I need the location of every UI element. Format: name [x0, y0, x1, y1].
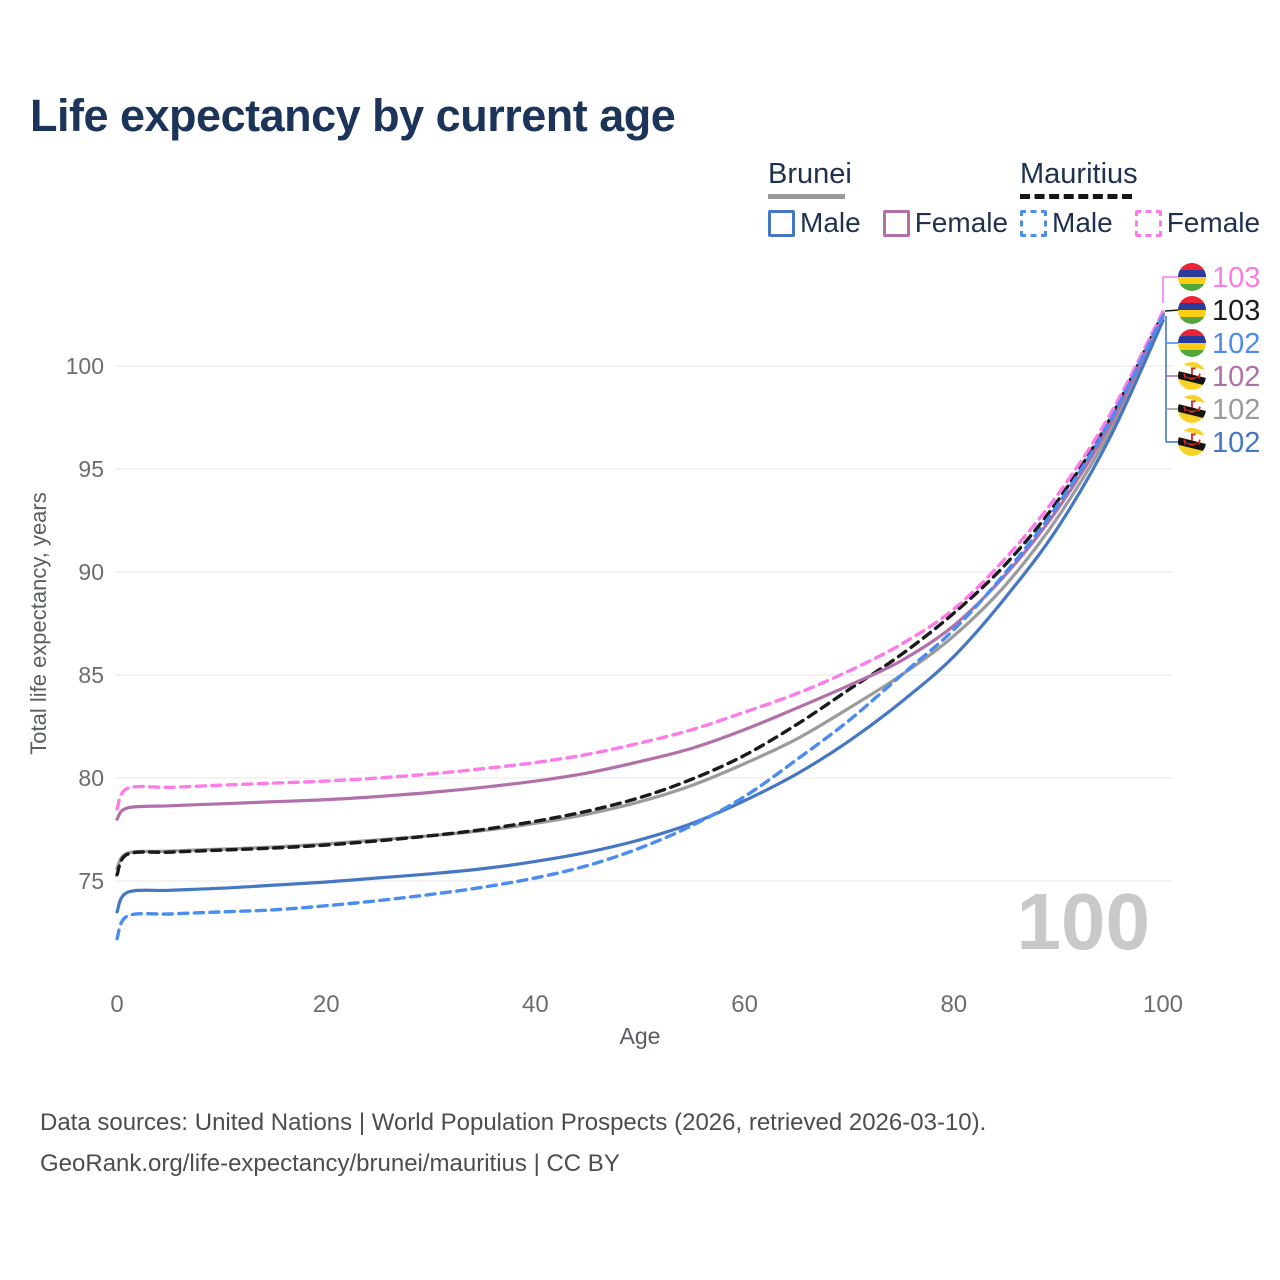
x-tick-label: 100 [1143, 991, 1183, 1018]
legend-item-label: Female [914, 207, 1009, 238]
legend-item-brunei-female: Female [882, 207, 1009, 239]
legend-brunei-label: Brunei [768, 158, 852, 190]
series-line-mauritius-female [115, 309, 1165, 811]
x-tick-label: 80 [940, 991, 967, 1018]
legend: Brunei Male Female Mauritius Male Female [0, 158, 1280, 248]
end-label-mauritius-male: 102 [1212, 328, 1260, 360]
y-axis-title: Total life expectancy, years [26, 492, 51, 755]
leader-line [1164, 309, 1181, 312]
brunei-flag-icon [1178, 362, 1206, 390]
x-tick-label: 0 [110, 991, 123, 1018]
brunei-male-swatch-icon [768, 209, 795, 237]
y-tick-label: 80 [78, 765, 104, 791]
source-url-link[interactable]: GeoRank.org/life-expectancy/brunei/mauri… [40, 1150, 620, 1177]
legend-item-label: Male [800, 207, 861, 238]
series-line-brunei-female [115, 315, 1165, 821]
brunei-solid-line-sample [768, 194, 845, 199]
end-label-mauritius-both-sexes: 103 [1212, 295, 1260, 327]
data-sources-text: Data sources: United Nations | World Pop… [40, 1109, 987, 1136]
page-title: Life expectancy by current age [30, 90, 676, 141]
y-tick-label: 90 [78, 559, 104, 585]
series-line-brunei-male [115, 319, 1165, 914]
end-label-brunei-male: 102 [1212, 427, 1260, 459]
y-tick-label: 95 [78, 456, 104, 482]
gridlines: 75 80 85 90 95 100 [66, 353, 1172, 894]
leader-line [1162, 276, 1180, 303]
x-tick-label: 40 [522, 991, 549, 1018]
y-tick-label: 100 [66, 353, 104, 379]
legend-item-label: Male [1052, 207, 1113, 238]
x-axis: 0 20 40 60 80 100 Age [110, 991, 1183, 1049]
series-line-brunei-both-sexes [115, 317, 1165, 871]
series-line-mauritius-male [115, 313, 1165, 941]
series-line-mauritius-both-sexes [115, 311, 1165, 877]
end-label-brunei-both-sexes: 102 [1212, 394, 1260, 426]
legend-item-mauritius-female: Female [1134, 207, 1261, 239]
leader-lines [1162, 276, 1181, 443]
mauritius-dashed-line-sample [1020, 194, 1132, 199]
mauritius-flag-icon [1178, 263, 1206, 291]
end-label-mauritius-female: 103 [1212, 262, 1260, 294]
mauritius-flag-icon [1178, 329, 1206, 357]
brunei-flag-icon [1178, 395, 1206, 423]
legend-mauritius-label: Mauritius [1020, 158, 1138, 190]
end-label-brunei-female: 102 [1212, 361, 1260, 393]
series-lines [115, 309, 1165, 941]
footer: Data sources: United Nations | World Pop… [40, 1102, 986, 1184]
legend-item-mauritius-male: Male [1020, 207, 1113, 239]
y-tick-label: 85 [78, 662, 104, 688]
legend-item-brunei-male: Male [768, 207, 861, 239]
x-axis-title: Age [620, 1023, 661, 1049]
x-tick-label: 60 [731, 991, 758, 1018]
y-tick-label: 75 [78, 868, 104, 894]
mauritius-male-swatch-icon [1020, 209, 1047, 237]
x-tick-label: 20 [313, 991, 340, 1018]
legend-group-mauritius: Mauritius Male Female [1020, 158, 1260, 239]
age-watermark: 100 [1016, 877, 1150, 966]
brunei-female-swatch-icon [882, 209, 910, 237]
legend-item-label: Female [1166, 207, 1261, 238]
legend-group-brunei: Brunei Male Female [768, 158, 1008, 239]
mauritius-female-swatch-icon [1134, 209, 1162, 237]
brunei-flag-icon [1178, 428, 1206, 456]
mauritius-flag-icon [1178, 296, 1206, 324]
